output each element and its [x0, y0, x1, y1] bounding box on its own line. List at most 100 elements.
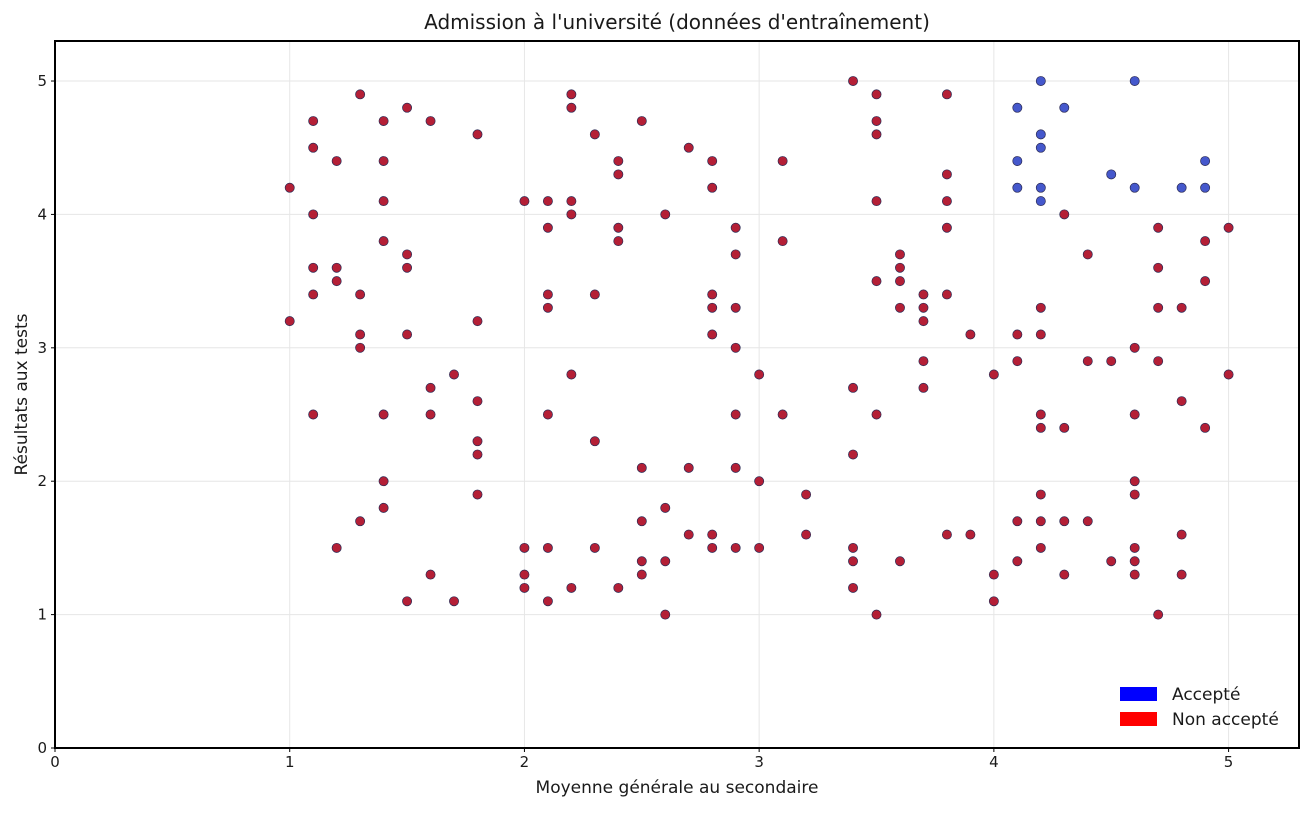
- point-accepte: [1035, 76, 1046, 86]
- point-non-accepte: [425, 116, 436, 126]
- point-non-accepte: [730, 222, 741, 233]
- point-non-accepte: [1035, 302, 1046, 313]
- legend-swatch-accepte: [1120, 687, 1157, 701]
- point-non-accepte: [1035, 329, 1046, 340]
- point-non-accepte: [707, 182, 718, 193]
- point-non-accepte: [589, 129, 600, 140]
- point-non-accepte: [566, 89, 577, 100]
- point-non-accepte: [1153, 356, 1164, 367]
- point-non-accepte: [1082, 249, 1093, 260]
- point-non-accepte: [613, 169, 624, 180]
- point-non-accepte: [589, 436, 600, 447]
- point-non-accepte: [542, 596, 553, 607]
- axis-ticks: 0 1 2 3 4 5 0 1 2 3 4 5: [37, 72, 1233, 771]
- point-non-accepte: [895, 262, 905, 273]
- point-non-accepte: [988, 369, 999, 380]
- point-non-accepte: [566, 209, 577, 220]
- point-non-accepte: [848, 556, 858, 567]
- x-tick-label: 0: [50, 753, 60, 771]
- point-non-accepte: [1176, 529, 1187, 540]
- point-non-accepte: [425, 569, 436, 580]
- point-non-accepte: [1035, 422, 1046, 433]
- point-non-accepte: [988, 569, 999, 580]
- point-non-accepte: [918, 316, 929, 327]
- point-accepte: [1200, 182, 1211, 193]
- point-non-accepte: [542, 222, 553, 233]
- point-non-accepte: [308, 289, 319, 300]
- y-tick-label: 0: [37, 739, 47, 757]
- point-non-accepte: [402, 249, 413, 260]
- point-non-accepte: [566, 369, 577, 380]
- point-non-accepte: [378, 502, 389, 513]
- point-non-accepte: [1035, 489, 1046, 500]
- point-non-accepte: [941, 222, 952, 233]
- point-non-accepte: [542, 196, 553, 207]
- point-non-accepte: [660, 209, 671, 220]
- y-axis-label: Résultats aux tests: [12, 313, 32, 475]
- point-non-accepte: [378, 116, 389, 126]
- point-non-accepte: [402, 262, 413, 273]
- point-non-accepte: [707, 329, 718, 340]
- point-accepte: [1106, 169, 1117, 180]
- point-accepte: [1035, 129, 1046, 140]
- point-non-accepte: [331, 156, 342, 167]
- point-non-accepte: [777, 409, 788, 420]
- point-non-accepte: [1012, 516, 1023, 527]
- point-non-accepte: [683, 529, 694, 540]
- point-accepte: [1129, 76, 1140, 86]
- point-non-accepte: [848, 449, 858, 460]
- point-non-accepte: [871, 116, 882, 126]
- point-non-accepte: [730, 302, 741, 313]
- point-non-accepte: [378, 156, 389, 167]
- point-non-accepte: [472, 436, 483, 447]
- point-non-accepte: [355, 516, 366, 527]
- y-tick-label: 5: [37, 72, 47, 90]
- point-non-accepte: [848, 582, 858, 593]
- point-non-accepte: [1012, 556, 1023, 567]
- point-non-accepte: [848, 542, 858, 553]
- point-non-accepte: [988, 596, 999, 607]
- point-non-accepte: [941, 89, 952, 100]
- point-non-accepte: [1153, 302, 1164, 313]
- x-axis-label: Moyenne générale au secondaire: [536, 778, 819, 798]
- point-non-accepte: [425, 382, 436, 393]
- point-non-accepte: [542, 542, 553, 553]
- point-non-accepte: [801, 489, 812, 500]
- legend-label-non-accepte: Non accepté: [1172, 710, 1279, 730]
- point-non-accepte: [1223, 222, 1234, 233]
- point-non-accepte: [941, 196, 952, 207]
- y-tick-label: 1: [37, 606, 47, 624]
- point-non-accepte: [1176, 396, 1187, 407]
- point-accepte: [1059, 102, 1070, 113]
- point-non-accepte: [308, 116, 319, 126]
- point-non-accepte: [1106, 556, 1117, 567]
- point-non-accepte: [308, 262, 319, 273]
- point-non-accepte: [472, 129, 483, 140]
- data-points: [284, 76, 1234, 620]
- point-non-accepte: [871, 609, 882, 620]
- point-non-accepte: [1129, 542, 1140, 553]
- point-non-accepte: [402, 329, 413, 340]
- point-non-accepte: [1176, 569, 1187, 580]
- point-non-accepte: [730, 249, 741, 260]
- point-non-accepte: [707, 289, 718, 300]
- x-tick-label: 2: [520, 753, 530, 771]
- point-non-accepte: [613, 156, 624, 167]
- point-non-accepte: [1200, 422, 1211, 433]
- point-non-accepte: [308, 409, 319, 420]
- point-non-accepte: [1082, 356, 1093, 367]
- point-accepte: [1035, 142, 1046, 153]
- point-non-accepte: [284, 182, 295, 193]
- point-non-accepte: [355, 329, 366, 340]
- point-non-accepte: [895, 556, 905, 567]
- point-non-accepte: [1129, 569, 1140, 580]
- point-non-accepte: [871, 196, 882, 207]
- point-non-accepte: [1153, 262, 1164, 273]
- point-non-accepte: [1012, 329, 1023, 340]
- point-non-accepte: [449, 596, 459, 607]
- legend-label-accepte: Accepté: [1172, 685, 1240, 705]
- x-tick-label: 3: [754, 753, 764, 771]
- point-non-accepte: [472, 396, 483, 407]
